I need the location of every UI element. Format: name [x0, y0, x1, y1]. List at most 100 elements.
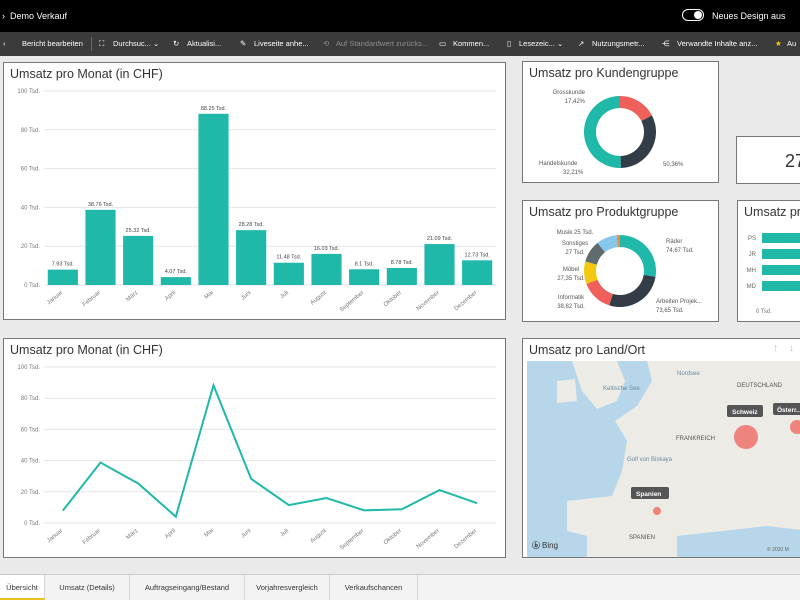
comments-button[interactable]: Kommen... — [453, 39, 490, 48]
bing-logo: ⓑ — [532, 540, 540, 550]
x-tick-label: Juni — [240, 290, 252, 302]
x-tick-label: September — [339, 528, 365, 551]
related-content-button[interactable]: Verwandte Inhalte anz... — [677, 39, 758, 48]
chevron-down-icon[interactable]: ⌄ — [557, 39, 564, 48]
pin-live-page-button[interactable]: Liveseite anhe... — [254, 39, 309, 48]
y-tick-label: 100 Tsd. — [17, 89, 40, 95]
customer-group-card[interactable]: Umsatz pro Kundengruppe Grosskunde 17,42%… — [522, 61, 719, 183]
tab-overview[interactable]: Übersicht — [0, 575, 45, 600]
donut-slice — [585, 242, 606, 265]
refresh-button[interactable]: Aktualisi... — [187, 39, 222, 48]
bar — [462, 260, 493, 285]
back-arrow-icon[interactable]: › — [2, 11, 5, 21]
horizontal-bar-card[interactable]: Umsatz pr PS JR MH MD 0 Tsd. — [737, 200, 800, 322]
x-tick-label: Mai — [204, 290, 215, 301]
menu-chevron-icon[interactable]: ‹ — [3, 39, 6, 48]
map-tag-spanien — [631, 487, 669, 499]
star-icon: ★ — [775, 39, 782, 48]
chevron-down-icon[interactable]: ⌄ — [153, 39, 160, 48]
line-chart-title: Umsatz pro Monat (in CHF) — [10, 343, 163, 357]
edit-report-button[interactable]: Bericht bearbeiten — [22, 39, 83, 48]
x-tick-label: 0 Tsd. — [756, 309, 772, 315]
x-tick-label: Mai — [204, 528, 215, 539]
toggle-knob — [694, 11, 702, 19]
bar-value-label: 11.48 Tsd. — [276, 255, 301, 261]
x-tick-label: Oktober — [383, 290, 403, 308]
bar-value-label: 8.1 Tsd. — [355, 261, 375, 267]
y-tick-label: 100 Tsd. — [17, 365, 40, 371]
x-tick-label: Juli — [279, 528, 290, 538]
map-land-uk — [572, 361, 625, 409]
favorite-button[interactable]: Au — [787, 39, 797, 48]
map-tag-schweiz-text: Schweiz — [732, 409, 758, 416]
y-tick-label: 40 Tsd. — [21, 205, 41, 211]
bar-value-label: 88.25 Tsd. — [201, 106, 227, 112]
tab-year-comparison[interactable]: Vorjahresvergleich — [245, 575, 330, 600]
customer-group-title: Umsatz pro Kundengruppe — [529, 66, 679, 80]
map-bubble-schweiz[interactable] — [734, 425, 758, 449]
x-tick-label: Dezember — [453, 528, 478, 550]
bar-value-label: 16.03 Tsd. — [314, 246, 340, 252]
slice-label: Arbeiten Projek... — [656, 299, 702, 305]
x-tick-label: August — [310, 528, 328, 545]
bookmarks-button[interactable]: Lesezeic... — [519, 39, 555, 48]
new-design-toggle[interactable] — [682, 9, 704, 21]
usage-metrics-button[interactable]: Nutzungsmetr... — [592, 39, 645, 48]
map-view[interactable]: Nordsee DEUTSCHLAND Keltische See FRANKR… — [527, 361, 800, 557]
map-bubble-oesterreich[interactable] — [790, 420, 800, 434]
x-tick-label: Juni — [240, 528, 252, 540]
bar — [424, 244, 455, 285]
reset-default-button[interactable]: Auf Standardwert zurücks... — [336, 39, 429, 48]
tab-sales-opportunities[interactable]: Verkaufschancen — [330, 575, 418, 600]
slice-label: Räder — [666, 239, 682, 245]
product-group-card[interactable]: Umsatz pro Produktgruppe Räder 74,67 Tsd.… — [522, 200, 719, 322]
horizontal-bar-chart: PS JR MH MD 0 Tsd. — [747, 233, 800, 315]
map-label-golf: Golf von Biskaya — [627, 457, 673, 463]
map-label-spanien-land: SPANIEN — [629, 535, 655, 541]
slice-value-label: 27 Tsd. — [565, 250, 585, 256]
x-tick-label: November — [416, 528, 441, 550]
y-tick-label: 20 Tsd. — [21, 244, 41, 250]
bar — [198, 113, 229, 285]
product-group-donut: Räder 74,67 Tsd. Arbeiten Projek... 73,65 T… — [557, 230, 703, 314]
y-tick-label: MH — [747, 268, 756, 274]
bar-value-label: 28.28 Tsd. — [239, 222, 265, 228]
map-copyright: © 2020 M — [767, 546, 789, 553]
arrow-up-icon[interactable]: ↑ — [773, 343, 778, 354]
explore-icon: ⛶ — [99, 39, 105, 48]
map-card[interactable]: Umsatz pro Land/Ort ↑ ↓ Nordsee DEUTSCHL… — [522, 338, 800, 558]
donut-slice — [609, 274, 656, 307]
donut-slice — [620, 115, 656, 168]
slice-label: Handelskunde — [539, 161, 578, 167]
arrow-down-icon[interactable]: ↓ — [789, 343, 794, 354]
tab-revenue-details[interactable]: Umsatz (Details) — [45, 575, 130, 600]
slice-value-label: 73,65 Tsd. — [656, 308, 684, 314]
tab-orders-backlog[interactable]: Auftragseingang/Bestand — [130, 575, 245, 600]
donut-slice — [616, 235, 620, 248]
x-tick-label: Januar — [46, 528, 64, 544]
map-bubble-spanien[interactable] — [653, 507, 661, 515]
explore-button[interactable]: Durchsuc... — [113, 39, 151, 48]
bar-value-label: 25.32 Tsd. — [126, 228, 152, 234]
donut-slice — [620, 235, 656, 277]
line-chart-card[interactable]: Umsatz pro Monat (in CHF) 0 Tsd. 20 Tsd. 4… — [3, 338, 506, 558]
map-tag-schweiz — [727, 405, 763, 417]
bar-value-label: 7.93 Tsd. — [52, 262, 75, 268]
bar-chart-card[interactable]: Umsatz pro Monat (in CHF) 0 Tsd. 20 Tsd. 4… — [3, 62, 506, 320]
map-label-deutschland: DEUTSCHLAND — [737, 383, 783, 389]
bar-value-label: 12.73 Tsd. — [465, 252, 491, 258]
bar — [85, 209, 116, 285]
x-tick-label: Oktober — [383, 528, 403, 546]
kpi-card[interactable]: 27 — [736, 136, 800, 184]
bing-attribution: Bing — [542, 541, 558, 550]
customer-group-donut: Grosskunde 17,42% Handelskunde 32,21% 50,36% — [539, 90, 684, 176]
bar — [762, 233, 800, 243]
new-design-label: Neues Design aus — [712, 11, 786, 21]
slice-label: Musik 25 Tsd. — [557, 230, 594, 236]
series-line — [62, 382, 478, 519]
slice-value-label: 38,82 Tsd. — [557, 304, 585, 310]
page-tabs: Übersicht Umsatz (Details) Auftragseinga… — [0, 574, 800, 600]
slice-value-label: 17,42% — [565, 99, 586, 105]
refresh-icon: ↻ — [173, 39, 180, 48]
toolbar-divider — [91, 37, 92, 51]
